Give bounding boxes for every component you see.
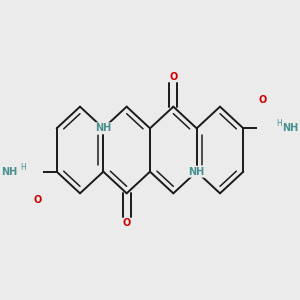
- Text: O: O: [122, 218, 131, 228]
- Text: NH: NH: [95, 123, 112, 133]
- Text: H: H: [277, 119, 282, 128]
- Text: O: O: [258, 95, 266, 105]
- Text: O: O: [169, 72, 178, 82]
- Text: H: H: [21, 163, 26, 172]
- Text: NH: NH: [282, 123, 298, 133]
- Text: O: O: [34, 195, 42, 205]
- Text: NH: NH: [2, 167, 18, 177]
- Text: NH: NH: [188, 167, 205, 177]
